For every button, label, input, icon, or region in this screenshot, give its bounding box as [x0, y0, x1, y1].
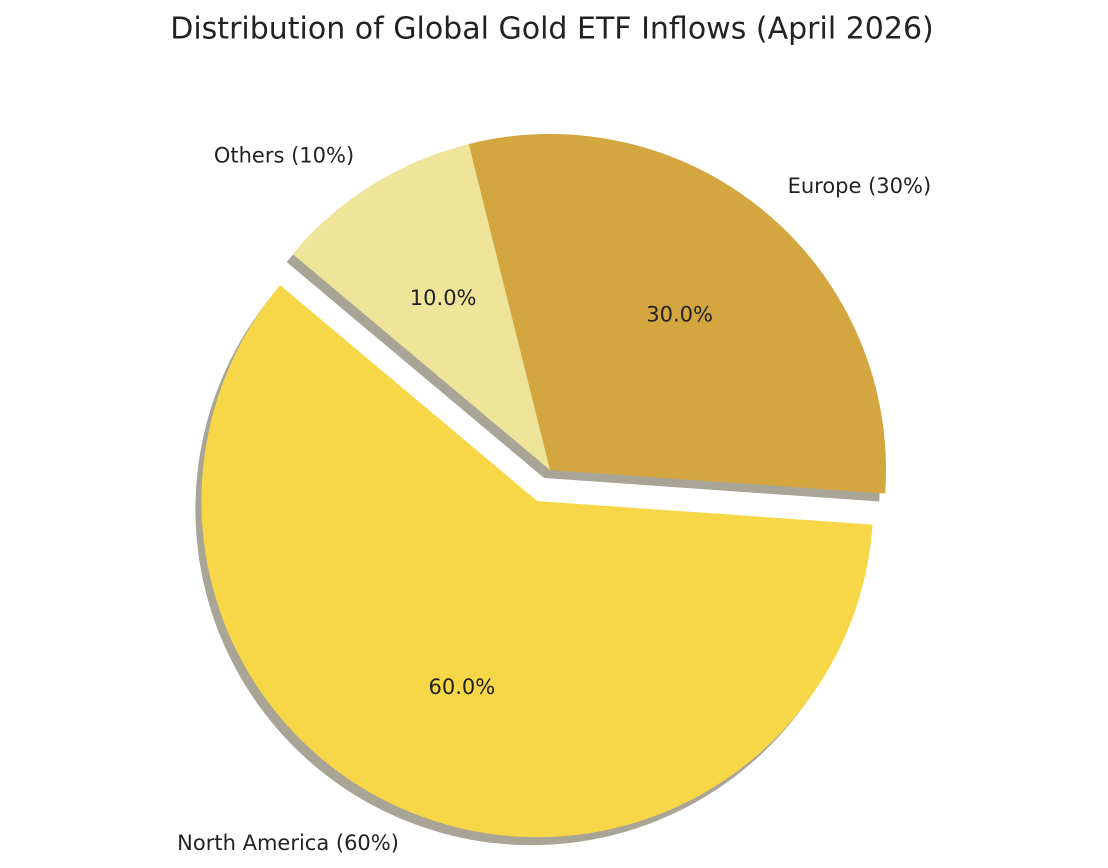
chart-title: Distribution of Global Gold ETF Inflows … [170, 12, 934, 47]
category-label: Others (10%) [214, 144, 354, 168]
category-label: North America (60%) [177, 831, 399, 855]
labels: 60.0% North America (60%) 30.0% Europe (30%… [177, 144, 931, 855]
slice [468, 133, 886, 494]
value-label: 30.0% [646, 303, 713, 327]
slice [292, 143, 550, 470]
slice [201, 285, 873, 838]
slices [201, 133, 886, 838]
value-label: 10.0% [410, 286, 477, 310]
value-label: 60.0% [429, 675, 496, 699]
category-label: Europe (30%) [788, 174, 932, 198]
